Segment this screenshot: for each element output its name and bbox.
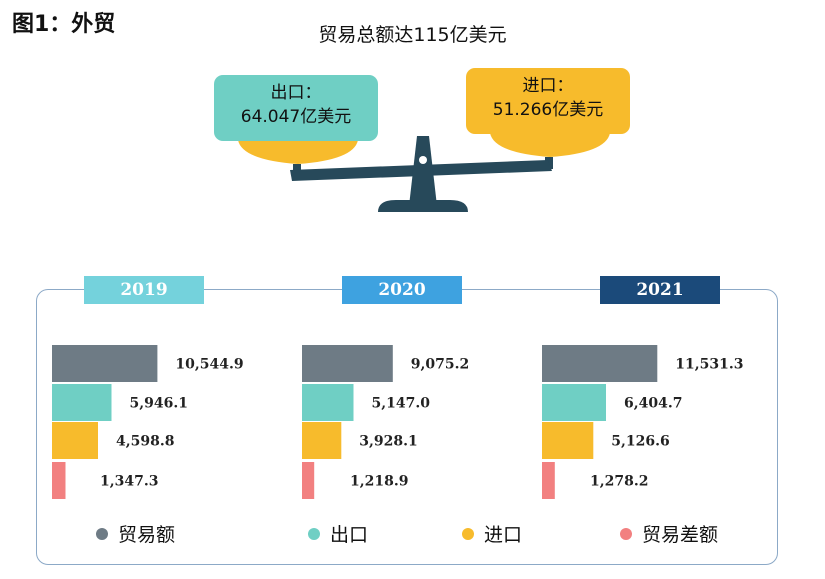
legend-swatch-import <box>462 527 474 540</box>
scale-base <box>378 200 468 212</box>
balance-scale-illustration <box>238 133 610 212</box>
export-summary-box: 出口： 64.047亿美元 <box>214 75 378 141</box>
bar-label-balance-2020: 1,218.9 <box>350 474 408 490</box>
bar-label-balance-2019: 1,347.3 <box>100 474 158 490</box>
legend-balance: 贸易差额 <box>620 520 718 547</box>
bar-label-export-2020: 5,147.0 <box>372 396 431 412</box>
import-summary-box: 进口： 51.266亿美元 <box>466 68 630 134</box>
legend-label-export: 出口 <box>330 524 369 546</box>
bar-label-export-2019: 5,946.1 <box>130 396 188 412</box>
export-summary-value: 64.047亿美元 <box>240 107 352 127</box>
legend-label-balance: 贸易差额 <box>642 524 719 546</box>
bar-label-import-2021: 5,126.6 <box>611 434 669 450</box>
bar-import-2020 <box>302 422 342 459</box>
bar-balance-2019 <box>52 462 66 499</box>
import-summary-value: 51.266亿美元 <box>492 100 604 120</box>
chart-top-title: 贸易总额达115亿美元 <box>318 24 507 46</box>
year-tab-2020: 2020 <box>342 276 462 304</box>
bar-export-2020 <box>302 384 354 421</box>
bar-import-2021 <box>542 422 594 459</box>
legend-import: 进口 <box>462 520 522 547</box>
bar-label-trade-total-2021: 11,531.3 <box>675 357 743 373</box>
year-tab-2019: 2019 <box>84 276 204 304</box>
bar-export-2019 <box>52 384 112 421</box>
bar-label-import-2019: 4,598.8 <box>116 434 174 450</box>
bar-label-trade-total-2019: 10,544.9 <box>175 357 243 373</box>
legend-swatch-trade-total <box>96 527 108 540</box>
bar-balance-2021 <box>542 462 555 499</box>
import-summary-label: 进口： <box>522 76 574 96</box>
bar-label-import-2020: 3,928.1 <box>359 434 417 450</box>
bar-trade-total-2020 <box>302 345 393 382</box>
legend-trade-total: 贸易额 <box>96 520 175 547</box>
legend-label-trade-total: 贸易额 <box>118 524 176 546</box>
bar-balance-2020 <box>302 462 315 499</box>
bar-trade-total-2021 <box>542 345 658 382</box>
legend-label-import: 进口 <box>484 524 523 546</box>
legend-swatch-balance <box>620 527 632 540</box>
export-summary-label: 出口： <box>270 83 322 103</box>
legend-swatch-export <box>308 527 320 540</box>
scale-pivot <box>419 156 427 164</box>
year-tab-2021: 2021 <box>600 276 720 304</box>
scale-pillar <box>409 136 437 206</box>
bar-label-balance-2021: 1,278.2 <box>590 474 648 490</box>
left-pan <box>238 140 358 164</box>
bar-export-2021 <box>542 384 606 421</box>
figure-label: 图1：外贸 <box>12 12 116 37</box>
bar-label-export-2021: 6,404.7 <box>624 396 682 412</box>
bar-label-trade-total-2020: 9,075.2 <box>411 357 469 373</box>
bar-trade-total-2019 <box>52 345 158 382</box>
bar-import-2019 <box>52 422 98 459</box>
right-pan <box>490 133 610 157</box>
legend-export: 出口 <box>308 520 368 547</box>
